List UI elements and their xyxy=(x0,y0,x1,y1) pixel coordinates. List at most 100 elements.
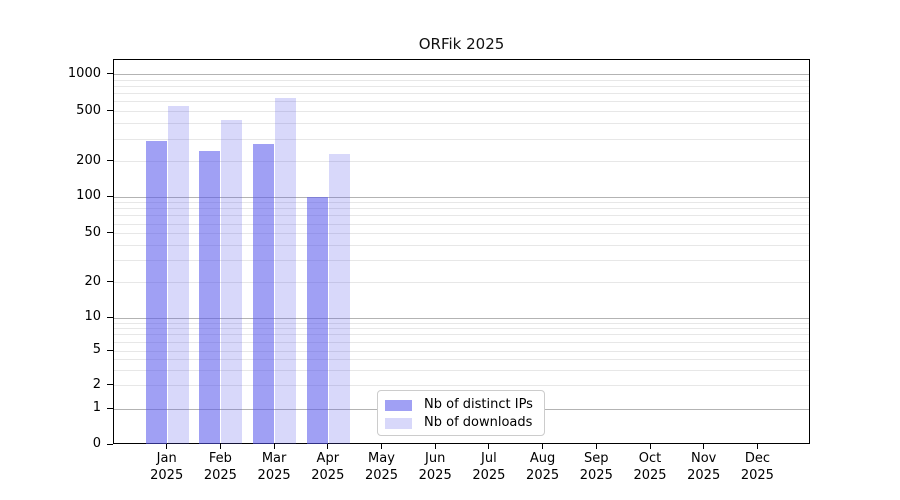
y-tick-mark xyxy=(107,384,113,386)
year-label: 2025 xyxy=(472,467,506,483)
gridline-minor xyxy=(114,161,809,162)
gridline-major xyxy=(114,317,809,319)
y-tick-label: 1 xyxy=(92,400,101,416)
bar xyxy=(167,105,189,444)
x-tick-mark xyxy=(166,444,168,449)
year-label: 2025 xyxy=(311,467,345,483)
gridline-minor xyxy=(114,369,809,371)
x-tick-mark xyxy=(756,444,758,449)
month-label: Sep xyxy=(584,451,609,466)
gridline-minor xyxy=(114,233,809,235)
month-label: Mar xyxy=(261,451,287,466)
year-label: 2025 xyxy=(203,467,237,483)
gridline-minor xyxy=(114,93,809,95)
x-tick-mark xyxy=(219,444,221,449)
month-label: Jul xyxy=(481,451,497,466)
year-label: 2025 xyxy=(526,467,560,483)
bar xyxy=(253,143,275,444)
year-label: 2025 xyxy=(364,467,399,483)
y-tick-label: 1000 xyxy=(67,65,101,81)
gridline-minor xyxy=(114,260,809,262)
y-tick-mark xyxy=(107,110,113,112)
legend-label: Nb of distinct IPs xyxy=(424,397,533,412)
bar xyxy=(221,119,243,444)
y-tick-mark xyxy=(107,232,113,234)
y-tick-mark xyxy=(107,443,113,445)
x-tick-mark xyxy=(327,444,329,449)
x-tick-mark xyxy=(488,444,490,449)
gridline-minor xyxy=(114,123,809,125)
legend-row: Nb of distinct IPs xyxy=(385,396,544,414)
bar xyxy=(145,141,167,444)
legend-row: Nb of downloads xyxy=(385,414,544,432)
x-tick-mark xyxy=(703,444,705,449)
bar xyxy=(328,153,350,444)
x-tick-mark xyxy=(273,444,275,449)
legend-swatch-icon xyxy=(385,399,412,411)
year-label: 2025 xyxy=(633,467,667,483)
x-tick-mark xyxy=(595,444,597,449)
year-label: 2025 xyxy=(740,467,774,483)
gridline-minor xyxy=(114,208,809,210)
x-tick-label: Feb 2025 xyxy=(188,451,252,484)
gridline-minor xyxy=(114,282,809,283)
y-tick-mark xyxy=(107,407,113,409)
gridline-minor xyxy=(114,350,809,352)
x-tick-mark xyxy=(434,444,436,449)
gridline-minor xyxy=(114,341,809,343)
y-tick-label: 100 xyxy=(76,188,101,203)
month-label: Jan xyxy=(156,451,177,466)
y-tick-label: 500 xyxy=(76,102,101,118)
month-label: Nov xyxy=(691,451,717,466)
month-label: Feb xyxy=(208,451,232,466)
gridline-major xyxy=(114,196,809,198)
gridline-minor xyxy=(114,215,809,217)
x-tick-label: Jan 2025 xyxy=(135,451,199,484)
gridline-minor xyxy=(114,334,809,336)
plot-area xyxy=(113,59,810,444)
x-tick-label: Nov 2025 xyxy=(672,451,736,484)
year-label: 2025 xyxy=(579,467,613,483)
year-label: 2025 xyxy=(687,467,721,483)
y-tick-label: 0 xyxy=(92,436,101,451)
gridline-minor xyxy=(114,85,809,87)
y-tick-mark xyxy=(107,316,113,318)
month-label: Dec xyxy=(744,451,770,466)
x-tick-label: Sep 2025 xyxy=(564,451,628,484)
month-label: May xyxy=(368,451,395,466)
gridline-minor xyxy=(114,322,809,324)
month-label: Apr xyxy=(316,451,340,466)
legend-swatch-icon xyxy=(385,417,412,429)
x-tick-mark xyxy=(542,444,544,449)
y-tick-mark xyxy=(107,195,113,197)
x-tick-mark xyxy=(649,444,651,449)
y-tick-mark xyxy=(107,349,113,351)
gridline-major xyxy=(114,74,809,75)
y-tick-mark xyxy=(107,281,113,282)
month-label: Aug xyxy=(529,451,556,466)
gridline-minor xyxy=(114,328,809,330)
y-tick-label: 20 xyxy=(84,273,101,289)
gridline-minor xyxy=(114,358,809,360)
gridline-minor xyxy=(114,245,809,247)
gridline-minor xyxy=(114,101,809,103)
legend: Nb of distinct IPs Nb of downloads xyxy=(377,390,545,436)
gridline-minor xyxy=(114,79,809,81)
x-tick-label: Jun 2025 xyxy=(403,451,467,484)
x-tick-label: Apr 2025 xyxy=(296,451,360,484)
chart-title: ORFik 2025 xyxy=(418,35,505,53)
year-label: 2025 xyxy=(150,467,184,483)
x-tick-label: Dec 2025 xyxy=(725,451,789,484)
y-tick-label: 10 xyxy=(84,309,101,324)
y-tick-label: 2 xyxy=(92,376,101,392)
x-tick-label: Jul 2025 xyxy=(457,451,521,484)
x-tick-label: May 2025 xyxy=(350,451,414,484)
y-tick-mark xyxy=(107,73,113,74)
year-label: 2025 xyxy=(418,467,452,483)
gridline-minor xyxy=(114,138,809,140)
y-tick-label: 5 xyxy=(92,342,101,357)
gridline-minor xyxy=(114,111,809,113)
y-tick-label: 200 xyxy=(76,152,101,168)
gridline-minor xyxy=(114,202,809,204)
y-tick-label: 50 xyxy=(84,224,101,240)
